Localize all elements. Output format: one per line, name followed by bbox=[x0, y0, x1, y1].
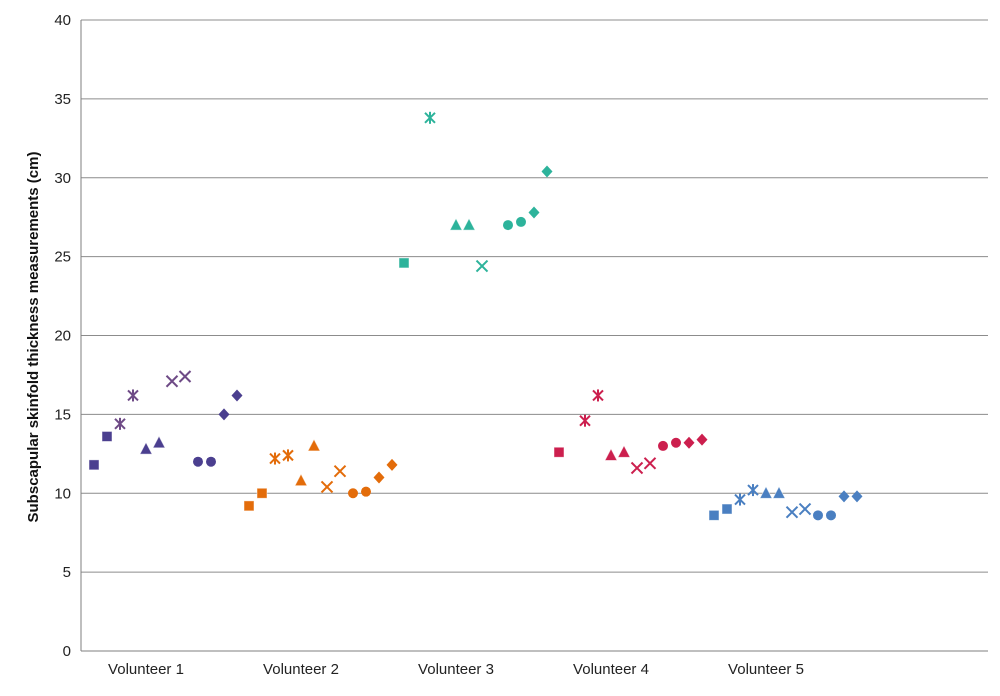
y-tick-label: 30 bbox=[54, 170, 71, 187]
data-point bbox=[243, 500, 255, 512]
data-point bbox=[193, 456, 203, 467]
data-point bbox=[721, 503, 733, 515]
data-point bbox=[398, 257, 410, 269]
y-tick-label: 15 bbox=[54, 406, 71, 423]
x-category-label: Volunteer 1 bbox=[108, 661, 184, 678]
data-point bbox=[386, 458, 398, 471]
data-point bbox=[256, 487, 268, 499]
data-point bbox=[218, 408, 230, 421]
axes bbox=[80, 20, 988, 652]
y-tick-label: 35 bbox=[54, 91, 71, 108]
data-point bbox=[449, 217, 463, 231]
data-point bbox=[178, 370, 192, 383]
data-point bbox=[541, 165, 553, 178]
y-tick-label: 5 bbox=[63, 564, 71, 581]
y-axis-label: Subscapular skinfold thickness measureme… bbox=[25, 152, 42, 523]
data-point bbox=[101, 431, 113, 442]
data-point bbox=[696, 433, 708, 446]
data-point bbox=[838, 490, 850, 503]
data-point bbox=[139, 441, 153, 455]
data-point bbox=[617, 444, 631, 458]
data-point bbox=[708, 509, 720, 521]
data-point bbox=[88, 459, 100, 471]
x-category-labels: Volunteer 1 Volunteer 2 Volunteer 3 Volunte… bbox=[108, 661, 804, 678]
data-point bbox=[798, 502, 812, 516]
data-point bbox=[528, 206, 540, 219]
y-tick-labels: 0 5 10 15 20 25 30 35 40 bbox=[54, 12, 71, 660]
data-point bbox=[592, 389, 604, 402]
data-point bbox=[462, 217, 476, 231]
data-point bbox=[475, 259, 489, 273]
data-point bbox=[307, 438, 321, 452]
data-point bbox=[579, 414, 591, 427]
data-point bbox=[320, 480, 334, 494]
data-point bbox=[424, 111, 436, 124]
data-point bbox=[516, 216, 526, 227]
data-point bbox=[282, 449, 294, 462]
y-tick-label: 40 bbox=[54, 12, 71, 29]
data-point bbox=[683, 436, 695, 449]
data-point bbox=[231, 389, 243, 402]
data-point bbox=[127, 389, 139, 402]
x-category-label: Volunteer 3 bbox=[418, 661, 494, 678]
data-point bbox=[630, 461, 644, 475]
data-point bbox=[604, 448, 618, 461]
data-point bbox=[373, 471, 385, 484]
y-tick-label: 0 bbox=[63, 643, 71, 660]
data-point bbox=[553, 446, 565, 458]
data-point bbox=[643, 457, 657, 470]
data-point bbox=[333, 464, 347, 478]
data-point bbox=[772, 485, 786, 499]
data-point bbox=[785, 505, 799, 519]
data-point bbox=[269, 452, 281, 465]
x-category-label: Volunteer 4 bbox=[573, 661, 649, 678]
data-point bbox=[734, 493, 746, 506]
data-point bbox=[851, 490, 863, 503]
y-tick-label: 10 bbox=[54, 485, 71, 502]
x-category-label: Volunteer 5 bbox=[728, 661, 804, 678]
y-tick-label: 25 bbox=[54, 249, 71, 266]
y-tick-label: 20 bbox=[54, 328, 71, 345]
data-point bbox=[294, 473, 308, 487]
data-point bbox=[165, 375, 179, 388]
data-point bbox=[759, 485, 773, 499]
data-point bbox=[658, 440, 668, 451]
data-point bbox=[206, 456, 216, 467]
grid-lines bbox=[81, 19, 988, 573]
data-point bbox=[152, 435, 166, 449]
data-points bbox=[88, 111, 863, 521]
data-point bbox=[671, 437, 681, 448]
data-point bbox=[826, 510, 836, 521]
data-point bbox=[813, 510, 823, 521]
data-point bbox=[348, 488, 358, 499]
data-point bbox=[361, 486, 371, 497]
x-category-label: Volunteer 2 bbox=[263, 661, 339, 678]
data-point bbox=[747, 484, 759, 497]
data-point bbox=[114, 417, 126, 430]
data-point bbox=[503, 220, 513, 231]
